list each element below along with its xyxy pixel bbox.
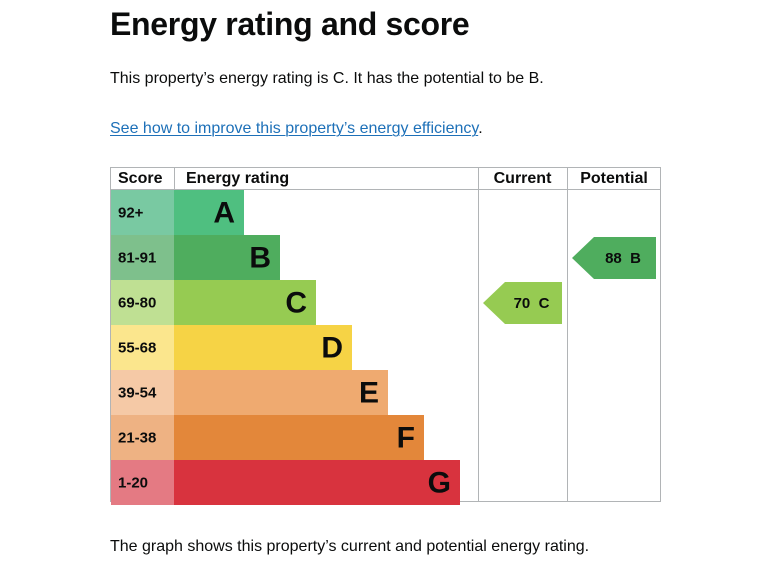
- score-range-b: 81-91: [118, 249, 156, 266]
- improve-efficiency-link[interactable]: See how to improve this property’s energ…: [110, 120, 479, 137]
- rating-letter-a: A: [213, 196, 235, 229]
- score-cell-f: [111, 415, 174, 460]
- rating-bar-a: [174, 190, 244, 235]
- rating-letter-g: G: [428, 466, 451, 499]
- score-cell-g: [111, 460, 174, 505]
- score-cell-e: [111, 370, 174, 415]
- rating-bar-b: [174, 235, 280, 280]
- score-range-a: 92+: [118, 204, 144, 221]
- potential-arrow: [572, 237, 656, 279]
- rating-bar-d: [174, 325, 352, 370]
- rating-letter-c: C: [285, 286, 307, 319]
- improve-link-suffix: .: [478, 120, 483, 137]
- rating-summary-text: This property’s energy rating is C. It h…: [110, 70, 544, 87]
- potential-rating-label: 88 B: [605, 250, 641, 267]
- score-cell-d: [111, 325, 174, 370]
- score-range-e: 39-54: [118, 384, 157, 401]
- rating-bar-g: [174, 460, 460, 505]
- rating-bar-f: [174, 415, 424, 460]
- rating-letter-b: B: [249, 241, 271, 274]
- current-arrow: [483, 282, 562, 324]
- score-cell-c: [111, 280, 174, 325]
- rating-letter-f: F: [397, 421, 415, 454]
- rating-letter-e: E: [359, 376, 379, 409]
- energy-rating-header: Energy rating: [186, 170, 289, 187]
- rating-bar-e: [174, 370, 388, 415]
- score-header: Score: [118, 170, 163, 187]
- score-range-f: 21-38: [118, 429, 156, 446]
- current-header: Current: [494, 170, 552, 187]
- score-range-d: 55-68: [118, 339, 156, 356]
- chart-caption: The graph shows this property’s current …: [110, 538, 590, 555]
- improve-paragraph: See how to improve this property’s energ…: [110, 119, 483, 139]
- current-rating-label: 70 C: [514, 295, 550, 312]
- score-cell-b: [111, 235, 174, 280]
- rating-letter-d: D: [321, 331, 343, 364]
- potential-header: Potential: [580, 170, 648, 187]
- page-title: Energy rating and score: [110, 6, 470, 42]
- rating-bar-c: [174, 280, 316, 325]
- score-range-c: 69-80: [118, 294, 156, 311]
- score-cell-a: [111, 190, 174, 235]
- score-range-g: 1-20: [118, 474, 148, 491]
